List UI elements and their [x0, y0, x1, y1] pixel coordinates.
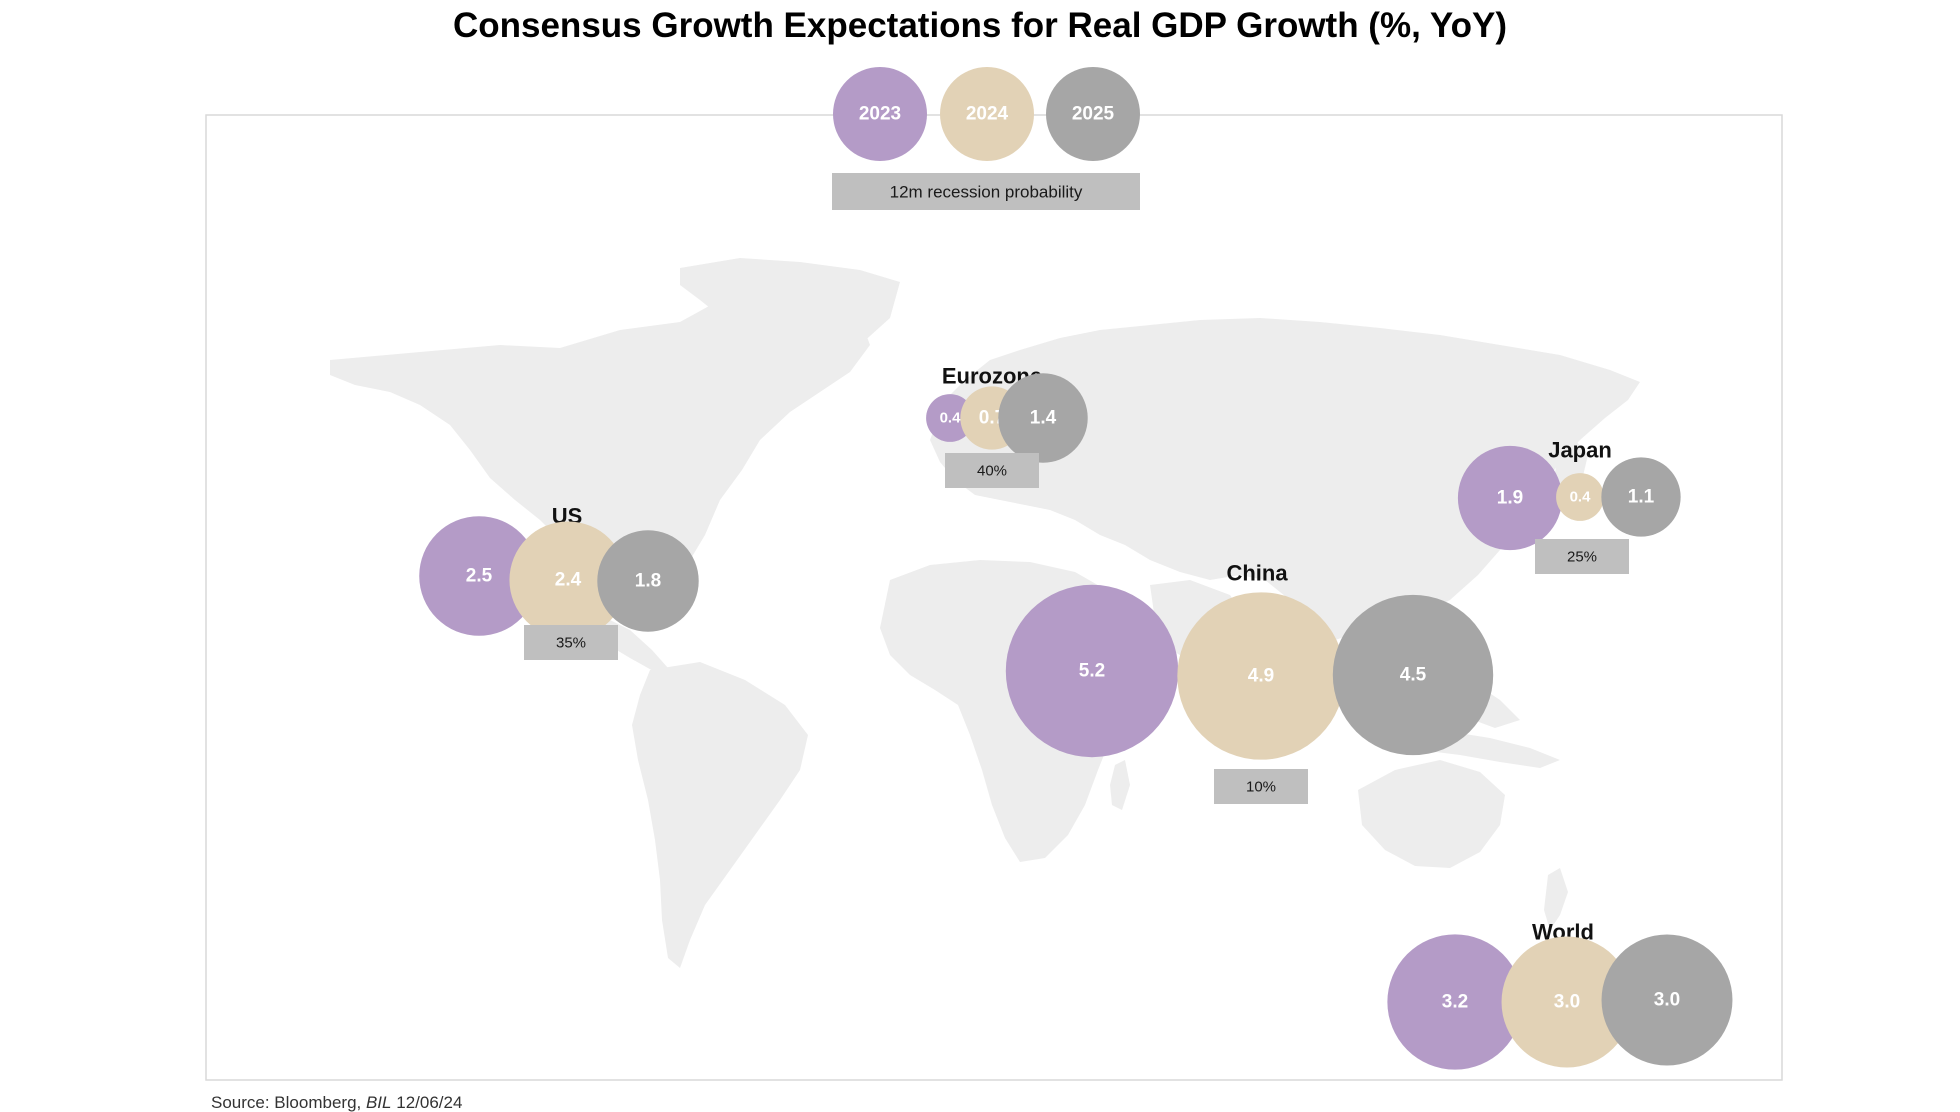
north-america-shape: [330, 292, 870, 600]
legend: 2023 2024 2025 12m recession probability: [832, 67, 1140, 210]
bubble-us-2025: [597, 530, 699, 632]
source-note: Source: Bloomberg, BIL 12/06/24: [211, 1094, 462, 1111]
source-prefix: Source: Bloomberg,: [211, 1093, 366, 1112]
south-america-shape: [632, 662, 808, 968]
legend-label-2023: 2023: [859, 104, 901, 125]
bubble-value-japan-2023: 1.9: [1497, 488, 1523, 509]
region-label-china: China: [1226, 561, 1288, 586]
recession-box-japan: [1535, 539, 1629, 574]
bubble-japan-2024: [1556, 473, 1604, 521]
legend-bubble-2024: [940, 67, 1034, 161]
recession-box-us: [524, 625, 618, 660]
legend-item-2024: 2024: [940, 67, 1034, 161]
source-brand: BIL: [365, 1093, 392, 1112]
bubble-eurozone-2023: [926, 394, 974, 442]
legend-label-2025: 2025: [1072, 104, 1115, 125]
legend-bubble-2025: [1046, 67, 1140, 161]
greenland-shape: [680, 258, 900, 360]
legend-item-2025: 2025: [1046, 67, 1140, 161]
bubble-value-eurozone-2025: 1.4: [1030, 408, 1057, 429]
bubble-value-world-2024: 3.0: [1554, 992, 1580, 1013]
bubble-japan-2023: [1457, 445, 1563, 551]
bubble-us-2023: [419, 516, 539, 636]
recession-value-eurozone: 40%: [977, 463, 1007, 480]
bubble-china-2024: [1177, 592, 1345, 760]
eurasia-shape: [930, 318, 1640, 640]
region-china: China 5.2 4.9 4.5 10%: [1005, 561, 1494, 804]
bubble-value-china-2024: 4.9: [1248, 666, 1274, 687]
bubble-value-world-2023: 3.2: [1442, 992, 1468, 1013]
bubble-china-2023: [1005, 584, 1179, 758]
recession-box-china: [1214, 769, 1308, 804]
legend-item-2023: 2023: [833, 67, 927, 161]
recession-box-eurozone: [945, 453, 1039, 488]
bubble-eurozone-2025: [998, 373, 1088, 463]
recession-value-china: 10%: [1246, 779, 1276, 796]
bubble-china-2025: [1332, 594, 1494, 756]
bubble-value-us-2024: 2.4: [555, 570, 582, 591]
bubble-value-china-2025: 4.5: [1400, 665, 1427, 686]
bubble-world-2025: [1601, 934, 1733, 1066]
region-label-japan: Japan: [1548, 438, 1612, 463]
region-japan: Japan 1.9 0.4 1.1 25%: [1457, 438, 1681, 574]
bubble-world-2023: [1387, 934, 1523, 1070]
legend-probability-label: 12m recession probability: [890, 183, 1083, 202]
australia-shape: [1358, 760, 1505, 868]
madagascar-shape: [1110, 760, 1130, 810]
bubble-value-world-2025: 3.0: [1654, 990, 1680, 1011]
bubble-japan-2025: [1601, 457, 1681, 537]
bubble-value-japan-2024: 0.4: [1570, 489, 1592, 506]
region-us: US2.5 2.4 1.835%: [419, 504, 699, 660]
new-zealand-shape: [1544, 868, 1568, 930]
bubble-value-japan-2025: 1.1: [1628, 487, 1655, 508]
recession-value-us: 35%: [556, 635, 586, 652]
source-date: 12/06/24: [396, 1093, 463, 1112]
chart-title: Consensus Growth Expectations for Real G…: [452, 6, 1508, 45]
bubble-world-2024: [1501, 936, 1633, 1068]
bubble-value-us-2025: 1.8: [635, 571, 661, 592]
bubble-value-us-2023: 2.5: [466, 566, 493, 587]
bubble-us-2024: [509, 521, 627, 639]
bubble-value-eurozone-2023: 0.4: [940, 410, 962, 427]
world-map: [330, 258, 1640, 968]
recession-value-japan: 25%: [1567, 549, 1597, 566]
legend-probability-box: [832, 173, 1140, 210]
legend-bubble-2023: [833, 67, 927, 161]
legend-label-2024: 2024: [966, 104, 1009, 125]
bubble-value-china-2023: 5.2: [1079, 661, 1105, 682]
